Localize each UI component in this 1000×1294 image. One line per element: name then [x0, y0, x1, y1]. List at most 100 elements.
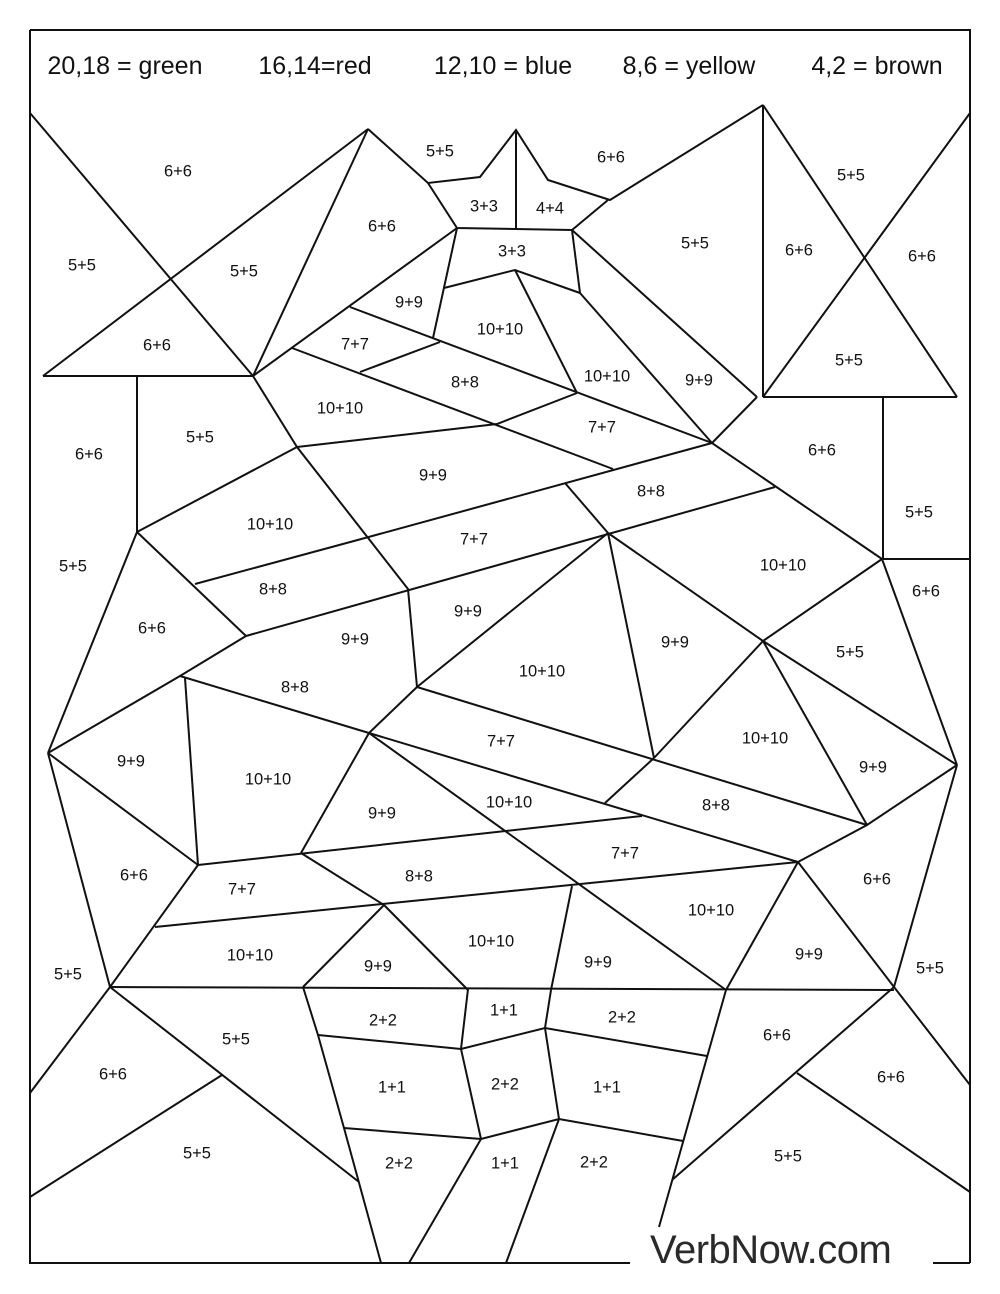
outline-line: [136, 446, 298, 533]
outline-line: [296, 392, 578, 448]
outline-line: [302, 986, 382, 1264]
region-label: 8+8: [259, 580, 287, 599]
region-label: 5+5: [426, 142, 454, 161]
outline-line: [797, 861, 895, 988]
outline-line: [607, 532, 883, 643]
outline-line: [29, 112, 254, 377]
region-label: 10+10: [485, 793, 533, 812]
outline-line: [505, 989, 561, 1264]
outline-line: [762, 640, 868, 826]
outline-line: [416, 532, 609, 688]
region-label: 5+5: [186, 428, 214, 447]
outline-line: [47, 531, 138, 754]
region-label: 2+2: [369, 1011, 397, 1030]
region-label: 6+6: [120, 866, 148, 885]
outline-line: [42, 128, 369, 377]
outline-line: [300, 686, 418, 854]
region-label: 7+7: [588, 418, 616, 437]
region-label: 5+5: [54, 965, 82, 984]
region-label: 9+9: [341, 630, 369, 649]
region-label: 1+1: [491, 1154, 519, 1173]
region-label: 5+5: [916, 959, 944, 978]
legend-item: 20,18 = green: [47, 52, 203, 80]
outline-line: [604, 757, 655, 804]
outline-line: [359, 341, 441, 373]
outline-line: [300, 852, 385, 906]
outline-line: [881, 558, 958, 766]
region-label: 6+6: [143, 336, 171, 355]
region-label: 10+10: [476, 320, 524, 339]
outline-line: [136, 531, 247, 637]
outline-line: [427, 182, 609, 232]
region-label: 7+7: [228, 880, 256, 899]
region-label: 6+6: [808, 441, 836, 460]
region-label: 8+8: [702, 796, 730, 815]
outline-line: [762, 112, 971, 398]
region-label: 5+5: [835, 351, 863, 370]
outline-line: [252, 375, 418, 688]
outline-line: [368, 732, 727, 991]
region-label: 9+9: [454, 602, 482, 621]
outline-line: [47, 752, 111, 988]
region-label: 9+9: [685, 371, 713, 390]
region-label: 3+3: [498, 242, 526, 261]
outline-line: [47, 752, 199, 866]
outline-line: [408, 988, 483, 1264]
region-label: 10+10: [226, 946, 274, 965]
outline-line: [291, 347, 614, 470]
region-label: 6+6: [75, 445, 103, 464]
region-label: 5+5: [59, 557, 87, 576]
region-label: 8+8: [281, 678, 309, 697]
region-label: 7+7: [460, 530, 488, 549]
outline-line: [893, 764, 958, 988]
outline-line: [29, 30, 630, 1264]
outline-line: [671, 986, 895, 1181]
region-label: 10+10: [759, 556, 807, 575]
region-label: 6+6: [785, 241, 813, 260]
region-label: 1+1: [490, 1001, 518, 1020]
outline-line: [252, 227, 458, 377]
region-label: 1+1: [593, 1078, 621, 1097]
region-label: 6+6: [99, 1065, 127, 1084]
region-label: 6+6: [877, 1068, 905, 1087]
region-label: 10+10: [518, 662, 566, 681]
outline-line: [432, 227, 458, 339]
region-label: 6+6: [164, 162, 192, 181]
region-label: 3+3: [470, 197, 498, 216]
legend-item: 12,10 = blue: [433, 52, 573, 80]
outline-line: [893, 986, 971, 1086]
region-label: 9+9: [117, 752, 145, 771]
region-label: 9+9: [395, 293, 423, 312]
outline-line: [607, 532, 655, 759]
region-label: 9+9: [661, 633, 689, 652]
outline-line: [197, 815, 643, 866]
region-label: 5+5: [905, 503, 933, 522]
outline-line: [343, 1117, 684, 1142]
region-label: 6+6: [138, 619, 166, 638]
outline-line: [29, 1074, 223, 1198]
outline-line: [109, 864, 199, 988]
region-label: 9+9: [584, 953, 612, 972]
outline-line: [109, 986, 895, 991]
legend-item: 8,6 = yellow: [622, 52, 756, 80]
region-label: 10+10: [583, 367, 631, 386]
region-label: 6+6: [763, 1026, 791, 1045]
outline-line: [30, 29, 971, 1263]
region-label: 10+10: [467, 932, 515, 951]
region-label: 6+6: [912, 582, 940, 601]
outline-line: [571, 229, 758, 398]
region-label: 1+1: [378, 1078, 406, 1097]
outline-line: [653, 640, 764, 759]
legend-item: 4,2 = brown: [811, 52, 943, 80]
outline-line: [550, 885, 573, 991]
region-label: 2+2: [608, 1008, 636, 1027]
region-label: 9+9: [859, 758, 887, 777]
region-label: 8+8: [451, 373, 479, 392]
legend-item: 16,14=red: [258, 52, 372, 80]
outline-line: [29, 986, 111, 1094]
region-label: 5+5: [836, 643, 864, 662]
region-label: 10+10: [246, 515, 294, 534]
region-label: 5+5: [837, 166, 865, 185]
region-label: 10+10: [687, 901, 735, 920]
